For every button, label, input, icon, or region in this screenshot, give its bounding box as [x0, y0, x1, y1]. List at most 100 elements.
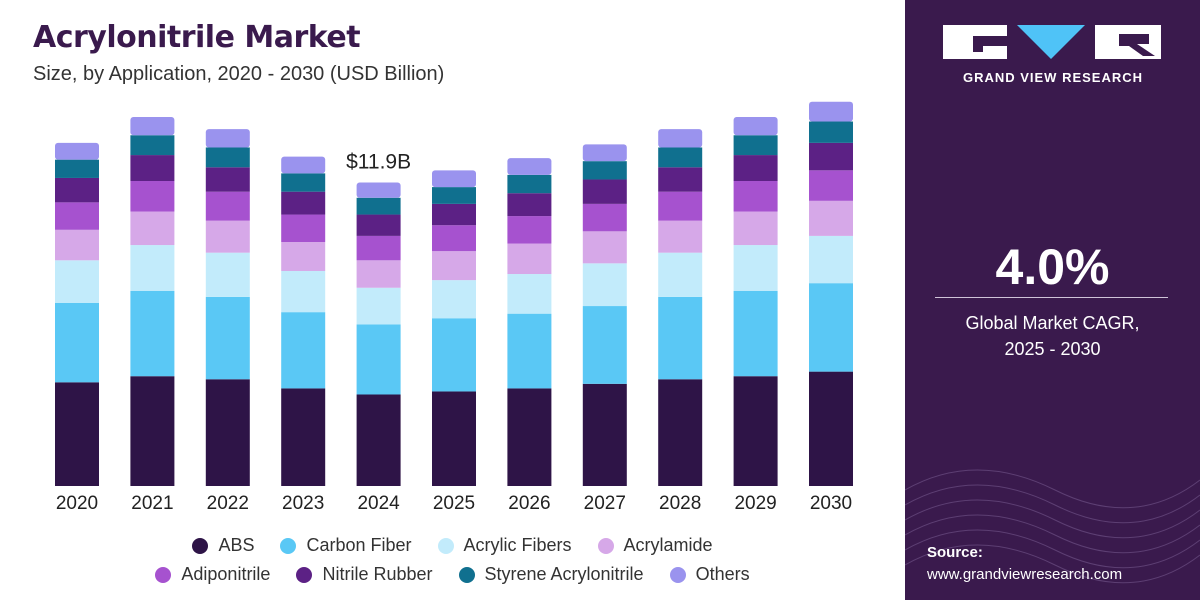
bar-segment [582, 161, 627, 180]
bar-segment [507, 193, 552, 217]
x-tick-label: 2020 [56, 493, 98, 514]
bar-segment [356, 260, 401, 288]
legend-row: ABS Carbon Fiber Acrylic Fibers Acrylamide [0, 535, 905, 556]
bar-segment [130, 211, 175, 246]
bar-segment [507, 174, 552, 194]
bar-segment [809, 101, 853, 122]
legend-swatch [458, 566, 475, 583]
bar-segment [658, 129, 703, 148]
cagr-value: 4.0% [995, 239, 1110, 295]
bar-segment [205, 129, 250, 148]
bar-segment [356, 235, 401, 261]
bar-segment [809, 170, 853, 201]
bar-segment [582, 144, 627, 162]
legend-label: Others [695, 564, 750, 584]
bar-segment [130, 245, 175, 291]
legend-label: Adiponitrile [181, 564, 271, 584]
x-tick-label: 2026 [508, 493, 550, 514]
source-label: Source: [927, 544, 983, 561]
bar-segment [658, 252, 703, 297]
bar-segment [55, 382, 99, 486]
bar-segment [733, 211, 778, 246]
bar-segment [356, 197, 401, 215]
gvr-logo-icon [943, 25, 1161, 59]
bar-segment [733, 116, 778, 136]
cagr-label-line: Global Market CAGR, [965, 313, 1140, 333]
bar-segment [281, 191, 326, 215]
divider [935, 297, 1168, 298]
bar-segment [281, 388, 326, 486]
bar-segment [55, 202, 99, 230]
x-tick-label: 2027 [584, 493, 626, 514]
bar-segment [281, 173, 326, 192]
bar-segment [55, 142, 99, 160]
bar-segment [130, 290, 175, 377]
legend-item: ABS [192, 535, 254, 556]
bar-segment [733, 376, 778, 486]
legend-swatch [669, 566, 686, 583]
bar-segment [281, 156, 326, 174]
bar-segment [281, 312, 326, 389]
bar-segment [130, 155, 175, 181]
legend-label: Nitrile Rubber [322, 564, 433, 584]
bar-segment [507, 158, 552, 175]
x-tick-label: 2030 [810, 493, 852, 514]
bar-segment [356, 324, 401, 395]
summary-panel: GRAND VIEW RESEARCH 4.0% Global Market C… [905, 0, 1200, 600]
bar-segment [205, 220, 250, 253]
bar-segment [582, 203, 627, 232]
bar-segment [356, 287, 401, 325]
legend-item: Acrylic Fibers [437, 535, 572, 556]
bar-segment [658, 191, 703, 221]
legend-swatch [155, 566, 172, 583]
bar-segment [130, 376, 175, 486]
bar-segment [658, 379, 703, 486]
bar-segment [55, 260, 99, 303]
bar-segment [507, 313, 552, 389]
bar-segment [205, 296, 250, 380]
source-url[interactable]: www.grandviewresearch.com [927, 566, 1123, 583]
cagr-label-line: 2025 - 2030 [1004, 339, 1101, 359]
x-tick-label: 2025 [433, 493, 475, 514]
x-tick-label: 2022 [207, 493, 249, 514]
legend-label: Acrylamide [623, 535, 713, 555]
bar-segment [432, 318, 476, 392]
bar-segment [432, 187, 476, 204]
bar-segment [582, 306, 627, 384]
legend-label: Carbon Fiber [306, 535, 412, 555]
bar-segment [432, 391, 476, 486]
bar-segment [55, 159, 99, 178]
bar-segment [130, 135, 175, 156]
bar-segment [582, 383, 627, 486]
bar-segment [582, 179, 627, 204]
bar-segment [582, 263, 627, 307]
bar-segment [205, 147, 250, 168]
bar-segment [809, 142, 853, 171]
bar-segment [205, 379, 250, 486]
bar-segment [507, 216, 552, 244]
bar-segment [281, 270, 326, 313]
bar-segment [281, 242, 326, 271]
bar-segment [205, 252, 250, 297]
bar-segment [432, 225, 476, 252]
bar-segment [507, 274, 552, 314]
bar-segment [130, 181, 175, 212]
legend-swatch [597, 537, 614, 554]
x-tick-label: 2024 [357, 493, 400, 514]
bar-segment [507, 243, 552, 275]
bar-segment [507, 388, 552, 486]
bar-segment [582, 231, 627, 264]
bar-segment [356, 214, 401, 236]
bar-segment [432, 280, 476, 319]
bar-segment [658, 220, 703, 253]
bar-segment [205, 191, 250, 221]
legend-label: Acrylic Fibers [463, 535, 572, 555]
cagr-label: Global Market CAGR, 2025 - 2030 [905, 310, 1200, 362]
page-title: Acrylonitrile Market [33, 20, 361, 55]
x-tick-label: 2028 [659, 493, 701, 514]
legend-item: Others [669, 564, 750, 585]
x-tick-label: 2023 [282, 493, 324, 514]
legend-swatch [437, 537, 454, 554]
bar-value-annotation: $11.9B [346, 151, 411, 174]
